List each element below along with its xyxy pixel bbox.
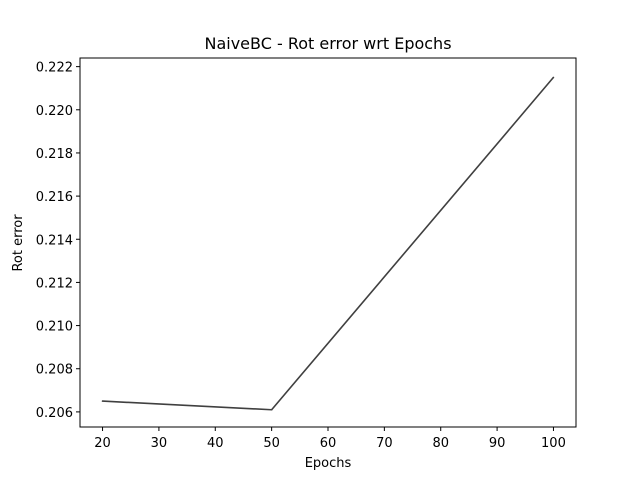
y-tick-label: 0.214: [36, 233, 73, 248]
plot-frame: [79, 57, 577, 428]
x-tick-label: 40: [207, 436, 224, 451]
x-axis-label: Epochs: [305, 456, 352, 471]
plot-area: [79, 57, 577, 428]
x-tick-label: 20: [94, 436, 111, 451]
x-tick-label: 90: [489, 436, 506, 451]
series-layer: [101, 76, 555, 411]
y-tick-label: 0.210: [36, 320, 73, 335]
x-tick-label: 70: [376, 436, 393, 451]
y-axis-label: Rot error: [11, 214, 26, 272]
x-tick-label: 50: [263, 436, 280, 451]
y-tick-label: 0.222: [36, 61, 73, 76]
chart-title: NaiveBC - Rot error wrt Epochs: [204, 34, 451, 53]
data-point: [552, 76, 555, 79]
data-point: [270, 408, 273, 411]
x-tick-label: 100: [541, 436, 566, 451]
y-tick-label: 0.208: [36, 363, 73, 378]
data-point: [101, 400, 104, 402]
y-tick-label: 0.216: [36, 190, 73, 205]
y-axis: 0.206 0.208 0.210 0.212 0.214 0.216 0.218 0.220…: [36, 61, 80, 421]
y-tick-label: 0.212: [36, 276, 73, 291]
x-tick-label: 80: [432, 436, 449, 451]
y-tick-label: 0.220: [36, 104, 73, 119]
series-line: [102, 76, 555, 411]
x-tick-label: 30: [151, 436, 168, 451]
y-tick-label: 0.206: [36, 406, 73, 421]
x-tick-label: 60: [320, 436, 337, 451]
y-tick-label: 0.218: [36, 147, 73, 162]
x-axis: 20 30 40 50 60 70 80 90 100: [94, 427, 566, 451]
